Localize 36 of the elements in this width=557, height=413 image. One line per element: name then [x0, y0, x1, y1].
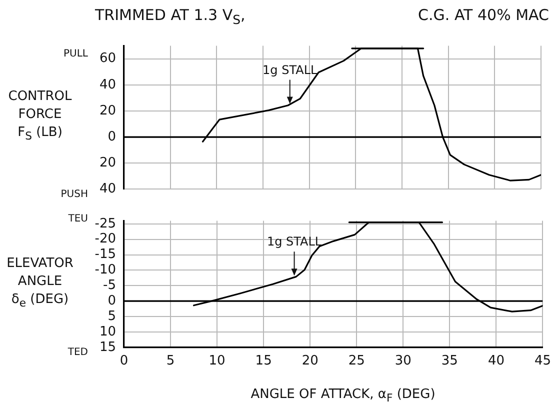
y-tick-label: 60 [99, 51, 116, 66]
chart-title: TRIMMED AT 1.3 V$_{S}$, [95, 6, 246, 27]
y-tick-label: 40 [99, 77, 116, 92]
y-tick-label: -10 [94, 262, 116, 278]
y-tick-label: 10 [99, 324, 116, 340]
chart-subtitle: C.G. AT 40% MAC [418, 6, 549, 24]
y-tick-label: -25 [94, 216, 116, 232]
x-axis-title: ANGLE OF ATTACK, α$_{F}$ (DEG) [250, 387, 436, 405]
x-tick-label: 10 [208, 354, 226, 369]
text: PULL [64, 48, 88, 60]
x-tick-label: 45 [534, 354, 551, 369]
x-tick-label: 20 [302, 354, 318, 369]
y-axis-title: CONTROL FORCE F$_{S}$ (LB) [7, 88, 73, 145]
x-tick-label: 40 [488, 354, 504, 369]
y-tick-label: -5 [103, 278, 116, 294]
text: PUSH [60, 188, 88, 200]
text: TED [66, 346, 88, 358]
x-tick-label: 15 [255, 354, 272, 369]
x-tick-label: 30 [394, 354, 412, 369]
x-tick-label: 35 [441, 354, 458, 369]
y-tick-label: 5 [108, 308, 116, 324]
x-tick-label: 0 [120, 354, 128, 369]
y-tick-label: 40 [99, 182, 116, 197]
annotation: 1g STALL [266, 234, 322, 249]
x-tick-label: 25 [348, 354, 365, 369]
y-tick-label: 0 [108, 293, 116, 308]
y-tick-label: 15 [99, 340, 116, 355]
y-axis-title: ELEVATOR ANGLE δ$_{e}$ (DEG) [6, 255, 74, 312]
x-tick-label: 5 [166, 354, 175, 369]
y-tick-label: 20 [99, 103, 116, 118]
y-tick-label: 0 [108, 129, 116, 144]
y-tick-label: -15 [94, 247, 116, 262]
y-tick-label: -20 [94, 232, 116, 247]
y-tick-label: 20 [99, 156, 116, 170]
annotation: 1g STALL [262, 62, 318, 77]
text: TEU [67, 213, 88, 224]
